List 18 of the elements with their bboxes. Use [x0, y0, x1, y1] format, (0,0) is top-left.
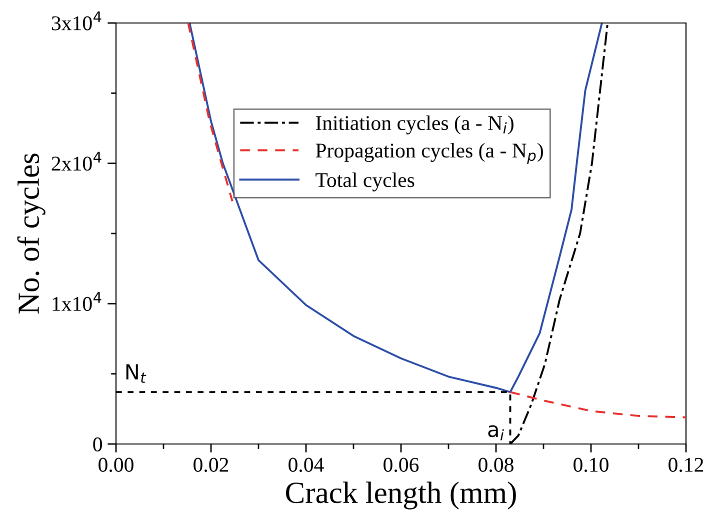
annotation: N$_{t}$	[126, 364, 146, 383]
x-tick-label: 0.04	[288, 458, 324, 472]
x-tick-label: 0.12	[668, 458, 704, 472]
y-tick-label: 1x10$^{4}$	[52, 292, 102, 311]
legend-label: Propagation cycles (a - N$_{p}$)	[316, 142, 543, 164]
x-axis-title: Crack length (mm)	[286, 482, 516, 510]
legend-label: Total cycles	[316, 172, 414, 192]
x-tick-label: 0.06	[384, 458, 419, 472]
y-axis-title: No. of cycles	[17, 154, 46, 314]
annotation: a$_{i}$	[488, 425, 504, 440]
x-tick-label: 0.08	[478, 458, 514, 472]
x-tick-label: 0.00	[98, 458, 134, 472]
y-tick-label: 2x10$^{4}$	[52, 152, 102, 171]
x-tick-label: 0.10	[574, 458, 608, 472]
x-tick-label: 0.02	[194, 458, 228, 472]
legend-label: Initiation cycles (a - N$_{i}$)	[316, 115, 514, 134]
y-tick-label: 0	[93, 437, 102, 452]
y-tick-label: 3x10$^{4}$	[52, 12, 102, 30]
